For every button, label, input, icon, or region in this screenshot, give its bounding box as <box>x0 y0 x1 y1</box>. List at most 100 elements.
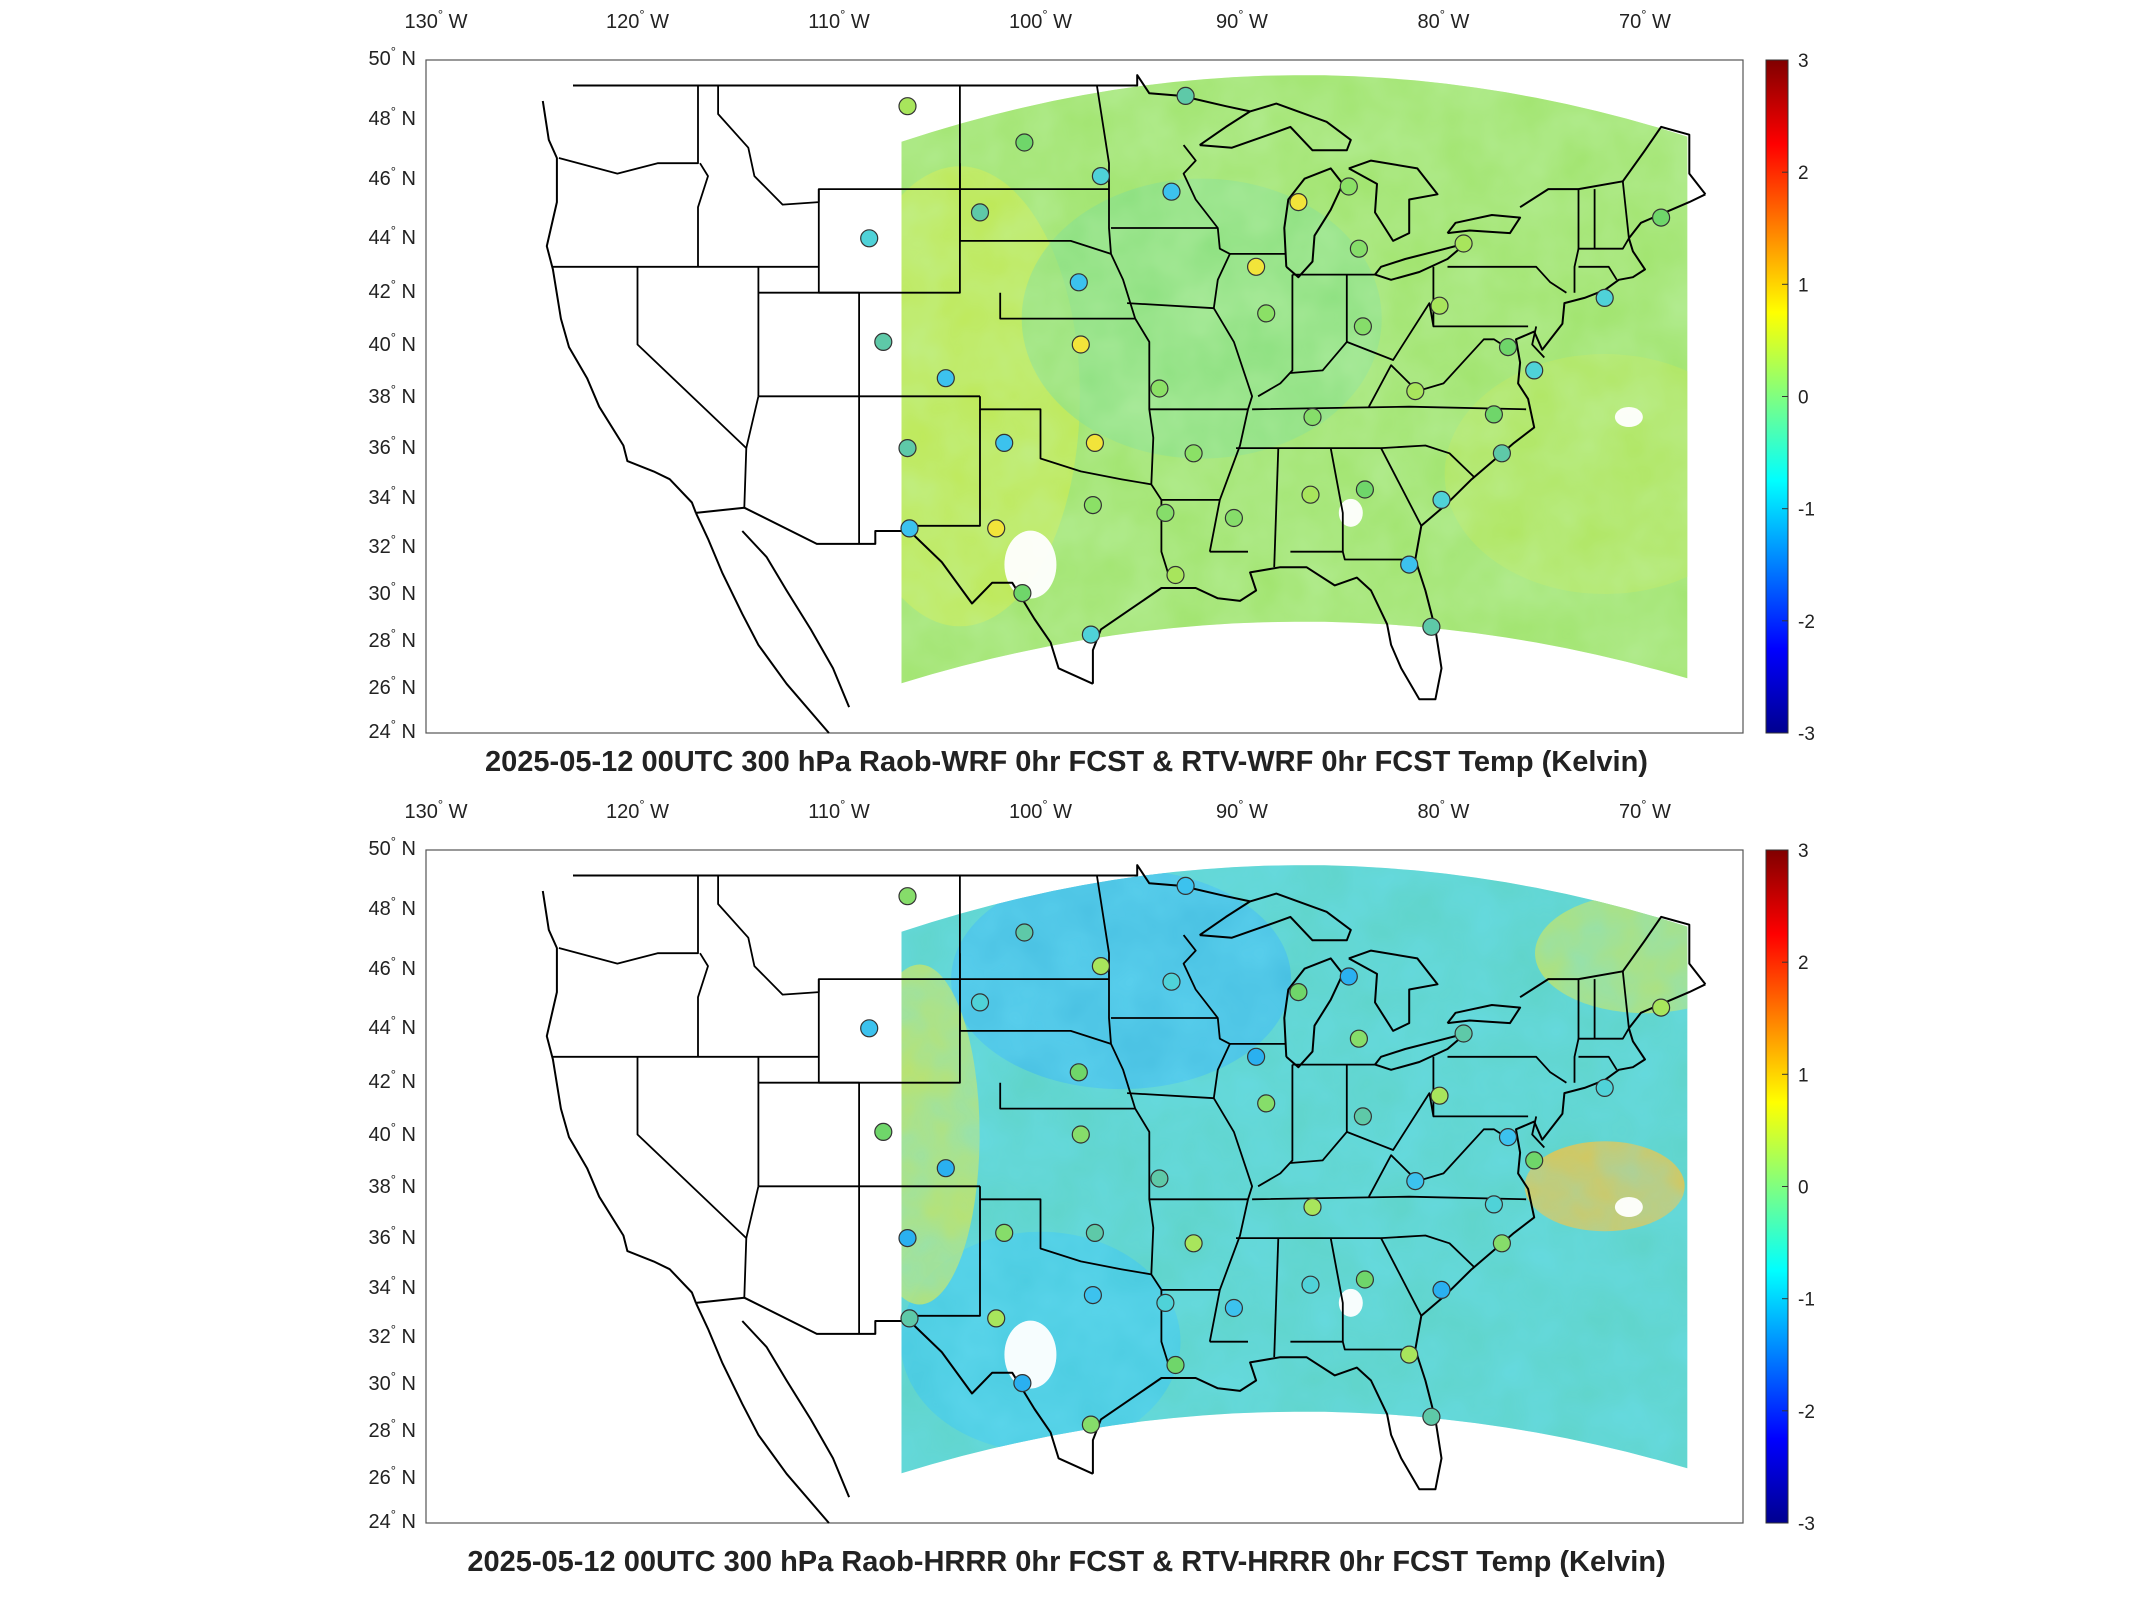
latitude-label: 38° N <box>369 382 416 408</box>
state-boundary <box>1621 971 1630 1029</box>
longitude-label: 90° W <box>1216 7 1268 33</box>
state-boundary <box>1290 274 1348 374</box>
state-boundary <box>758 1081 860 1334</box>
latitude-label: 30° N <box>369 1369 416 1395</box>
state-boundary <box>1148 409 1171 578</box>
raob-station-marker <box>874 332 893 351</box>
latitude-label: 28° N <box>369 1416 416 1442</box>
state-boundary <box>1578 265 1618 281</box>
raob-station-marker <box>1289 983 1308 1002</box>
latitude-label: 40° N <box>369 330 416 356</box>
raob-station-marker <box>1651 998 1671 1017</box>
longitude-label: 100° W <box>1009 797 1072 823</box>
raob-station-marker <box>1257 1094 1276 1113</box>
state-boundary <box>1257 274 1294 398</box>
colorbar-tick-label: -1 <box>1798 1290 1815 1311</box>
raob-station-marker <box>1353 317 1373 336</box>
longitude-label: 120° W <box>606 797 669 823</box>
latitude-label: 30° N <box>369 579 416 605</box>
state-boundary <box>1380 1237 1423 1317</box>
coastline-border <box>541 100 697 514</box>
raob-station-marker <box>936 1159 955 1178</box>
raob-station-marker <box>1091 957 1111 976</box>
raob-station-marker <box>860 229 879 248</box>
raob-station-marker <box>1184 444 1203 463</box>
raob-station-marker <box>970 993 990 1012</box>
raob-station-marker <box>1013 1373 1032 1393</box>
raob-station-marker <box>1176 876 1195 896</box>
state-boundary <box>636 266 747 449</box>
raob-station-marker <box>1091 167 1111 186</box>
colorbar-tick-label: 0 <box>1798 388 1809 409</box>
state-boundary <box>1290 1064 1348 1164</box>
state-boundary <box>743 1186 760 1298</box>
raob-station-marker <box>1162 972 1181 991</box>
raob-station-marker <box>1422 617 1441 636</box>
raob-station-marker <box>1432 1280 1451 1299</box>
raob-station-marker <box>1484 405 1504 424</box>
raob-station-marker <box>1069 1063 1088 1082</box>
longitude-label: 80° W <box>1418 7 1470 33</box>
state-boundary <box>1578 1055 1618 1071</box>
latitude-label: 48° N <box>369 104 416 130</box>
raob-station-marker <box>1083 1286 1103 1305</box>
state-boundary <box>907 1199 981 1317</box>
raob-station-marker <box>1349 239 1369 258</box>
state-boundary <box>907 409 981 527</box>
raob-station-marker <box>1162 182 1181 201</box>
latitude-label: 24° N <box>369 717 416 743</box>
latitude-label: 46° N <box>369 164 416 190</box>
coastline-border <box>1091 1349 1443 1491</box>
raob-station-marker <box>1406 382 1425 401</box>
great-lake-outline <box>1348 159 1439 242</box>
raob-station-marker <box>1301 485 1320 504</box>
raob-stations <box>860 876 1671 1434</box>
colorbar-tick-label: 3 <box>1798 841 1809 862</box>
raob-station-marker <box>1156 503 1175 523</box>
raob-station-marker <box>1492 444 1512 463</box>
raob-station-marker <box>1525 361 1544 380</box>
raob-station-marker <box>1400 555 1419 574</box>
raob-station-marker <box>1166 1355 1185 1375</box>
state-boundary <box>959 953 1112 1045</box>
state-boundary <box>1096 875 1137 1109</box>
raob-station-marker <box>1400 1345 1419 1364</box>
state-boundary <box>999 1082 1136 1110</box>
raob-station-marker <box>1176 86 1195 106</box>
raob-station-marker <box>1069 273 1088 292</box>
state-boundary <box>1368 338 1507 408</box>
longitude-label: 70° W <box>1619 7 1671 33</box>
latitude-label: 38° N <box>369 1172 416 1198</box>
state-boundary <box>959 163 1112 255</box>
raob-station-marker <box>1071 335 1090 354</box>
raob-station-marker <box>1156 1293 1175 1313</box>
state-boundary <box>1127 302 1214 310</box>
state-boundary <box>1134 318 1248 411</box>
longitude-label: 110° W <box>808 7 870 33</box>
latitude-label: 26° N <box>369 1463 416 1489</box>
latitude-label: 50° N <box>369 44 416 70</box>
state-boundary <box>758 291 860 544</box>
raob-station-marker <box>987 1309 1006 1328</box>
raob-station-marker <box>1081 625 1101 644</box>
colorbar-tick-label: -3 <box>1798 724 1815 745</box>
raob-station-marker <box>898 1229 917 1248</box>
raob-station-marker <box>1339 967 1358 986</box>
latitude-label: 46° N <box>369 954 416 980</box>
coastline-border <box>1091 559 1443 701</box>
longitude-label: 80° W <box>1418 797 1470 823</box>
state-boundary <box>1341 1341 1416 1351</box>
coastline-border <box>1519 125 1707 209</box>
raob-station-marker <box>970 203 990 222</box>
raob-station-marker <box>874 1122 893 1141</box>
raob-station-marker <box>1303 407 1322 427</box>
raob-station-marker <box>1430 1086 1449 1105</box>
latitude-label: 44° N <box>369 223 416 249</box>
state-boundary <box>1273 448 1280 568</box>
map-figure-wrf: 130° W 120° W 110° W 100° W 90° W 80° W 70° W 5… <box>369 7 1815 745</box>
raob-station-marker <box>1422 1407 1441 1426</box>
raob-station-marker <box>1085 1223 1105 1242</box>
latitude-label: 36° N <box>369 1223 416 1249</box>
raob-station-marker <box>1525 1151 1544 1170</box>
state-boundary <box>1182 934 1253 1342</box>
